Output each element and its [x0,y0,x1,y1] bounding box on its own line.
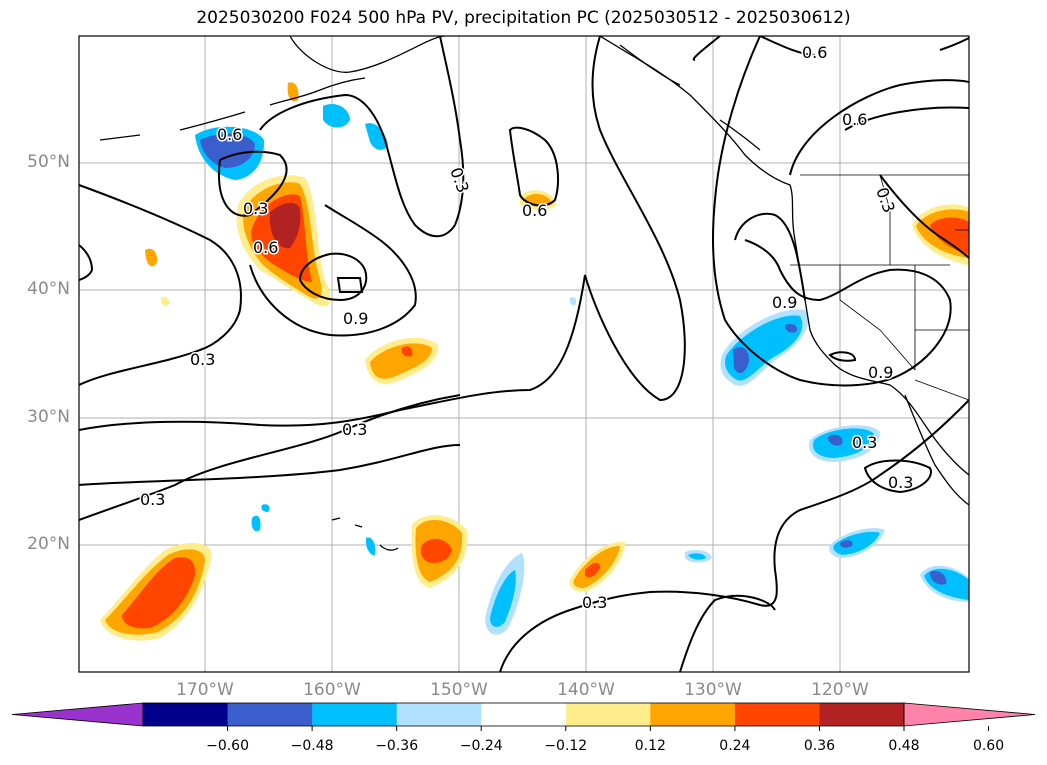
contour-label: 0.3 [446,165,473,195]
contour-label: 0.3 [872,185,899,215]
colorbar-tick-label: −0.12 [544,738,588,754]
lat-label: 20°N [27,534,70,554]
contour-label: 0.9 [868,363,893,382]
colorbar-segment [143,703,229,726]
borders [790,174,969,401]
contour-label: 0.6 [253,238,278,257]
colorbar-tick-label: 0.48 [888,738,920,754]
lon-label: 140°W [557,680,615,700]
contour-label: 0.3 [342,420,367,439]
contour-label: 0.3 [888,473,913,492]
colorbar-frame [142,702,905,727]
colorbar-segment [312,703,398,726]
contour-label: 0.3 [243,199,268,218]
colorbar-tick-label: −0.60 [206,738,249,754]
map-title: 2025030200 F024 500 hPa PV, precipitatio… [196,8,851,28]
contour-label: 0.3 [582,593,607,612]
colorbar-segment [565,703,651,726]
contour-label: 0.3 [190,350,215,369]
precip-shading [100,82,969,641]
lat-label: 30°N [27,407,70,427]
colorbar-tick-label: −0.36 [375,738,419,754]
colorbar-segment [819,703,905,726]
contour-label: 0.9 [772,293,797,312]
contour-label: 0.6 [522,201,547,220]
colorbar-segment [650,703,736,726]
lon-label: 150°W [430,680,488,700]
lat-label: 50°N [27,152,70,172]
colorbar-segment [481,703,567,726]
lon-label: 130°W [684,680,742,700]
pv-contours [79,36,969,672]
colorbar-segment [734,703,820,726]
colorbar-extend-high [903,702,1036,727]
colorbar-tick-label: −0.48 [290,738,334,754]
colorbar-segment [227,703,313,726]
lon-label: 160°W [303,680,361,700]
colorbar-tick-label: 0.24 [719,738,751,754]
colorbar-extend-low [11,702,144,727]
colorbar-tick-label: −0.24 [459,738,503,754]
contour-label: 0.3 [852,433,877,452]
contour-label: 0.6 [842,110,867,129]
contour-label: 0.9 [343,309,368,328]
contour-label: 0.3 [140,490,165,509]
colorbar-segment [396,703,482,726]
colorbar [11,702,1036,731]
lon-label: 120°W [811,680,869,700]
colorbar-tick-label: 0.60 [972,738,1005,754]
contour-label: 0.6 [217,125,242,144]
colorbar-tick-label: 0.36 [803,738,836,754]
lon-label: 170°W [176,680,234,700]
contour-labels: 0.6 0.3 0.6 0.9 0.3 0.3 0.3 0.3 0.6 0.6 … [139,42,915,614]
map-frame [78,35,970,673]
lat-label: 40°N [27,279,70,299]
contour-label: 0.6 [802,43,827,62]
colorbar-tick-label: 0.12 [634,738,666,754]
